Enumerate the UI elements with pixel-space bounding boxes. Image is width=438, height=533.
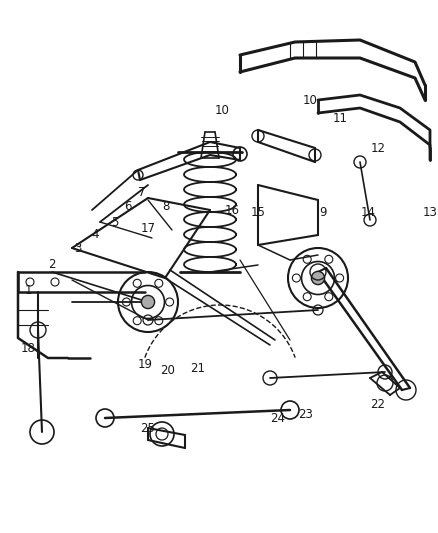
Text: 12: 12 [371,141,385,155]
Text: 16: 16 [225,204,240,216]
Text: 13: 13 [423,206,438,220]
Text: 22: 22 [371,399,385,411]
Text: 10: 10 [215,103,230,117]
Text: 19: 19 [138,359,152,372]
Text: 18: 18 [21,342,35,354]
Text: 23: 23 [299,408,314,422]
Text: 1: 1 [24,284,32,296]
Text: 14: 14 [360,206,375,220]
Circle shape [311,271,325,285]
Text: 5: 5 [111,215,119,229]
Text: 17: 17 [141,222,155,235]
Text: 15: 15 [251,206,265,220]
Text: 20: 20 [161,364,176,376]
Text: 21: 21 [191,361,205,375]
Text: 9: 9 [319,206,327,220]
Text: 7: 7 [138,185,146,198]
Text: 6: 6 [124,200,132,214]
Text: 8: 8 [162,200,170,214]
Text: 25: 25 [141,422,155,434]
Text: 2: 2 [48,259,56,271]
Text: 24: 24 [271,411,286,424]
Text: 4: 4 [91,229,99,241]
Text: 3: 3 [74,241,82,254]
Circle shape [141,295,155,309]
Text: 11: 11 [332,111,347,125]
Text: 10: 10 [303,93,318,107]
